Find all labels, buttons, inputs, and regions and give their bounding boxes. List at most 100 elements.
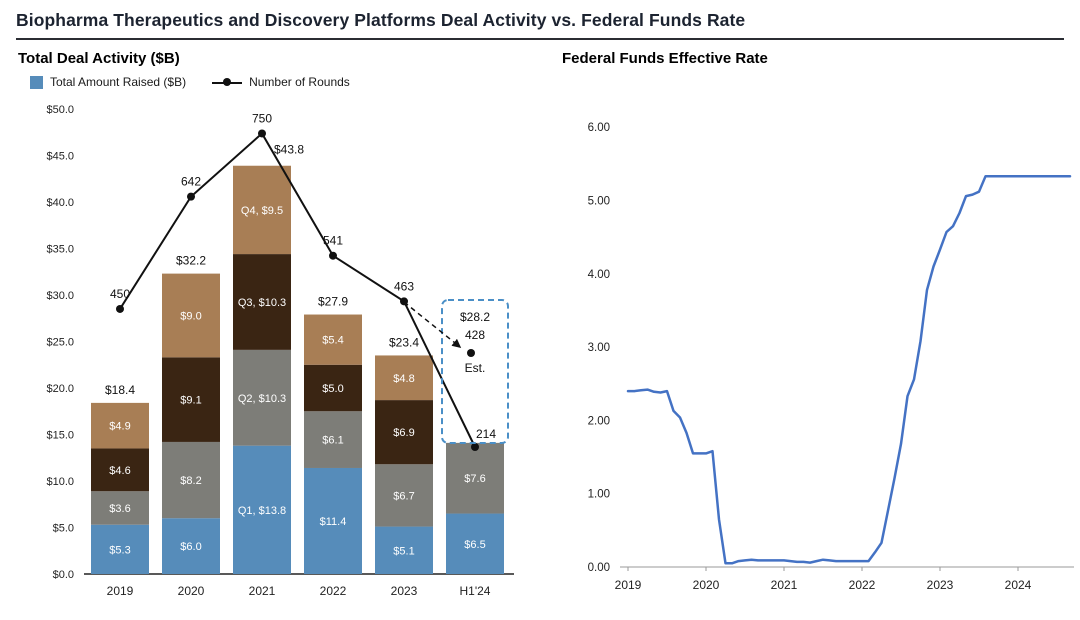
legend-line-marker-icon xyxy=(212,77,243,87)
deal-y-axis-label: $5.0 xyxy=(53,523,74,535)
bar-segment-label: $9.0 xyxy=(180,310,201,322)
deal-x-axis-label: H1'24 xyxy=(460,584,491,598)
bar-segment xyxy=(162,273,220,358)
bar-segment xyxy=(233,349,291,446)
deal-activity-panel: Total Deal Activity ($B) Total Amount Ra… xyxy=(8,44,556,609)
bar-segment xyxy=(304,467,362,574)
legend-bar-label: Total Amount Raised ($B) xyxy=(50,75,187,89)
bar-total-label: $23.4 xyxy=(389,335,419,349)
bar-segment xyxy=(91,448,149,492)
bar-segment xyxy=(446,442,504,514)
fed-y-axis-label: 3.00 xyxy=(588,342,610,354)
fed-y-axis-label: 1.00 xyxy=(588,489,610,501)
deal-x-axis-label: 2019 xyxy=(107,584,134,598)
bar-segment-label: $5.3 xyxy=(109,544,130,556)
legend-item-amount: Total Amount Raised ($B) xyxy=(30,75,186,89)
rounds-point xyxy=(329,251,337,260)
projection-rounds-label: 428 xyxy=(465,328,485,342)
bar-segment-label: $4.9 xyxy=(109,421,130,433)
deal-chart-legend: Total Amount Raised ($B) Number of Round… xyxy=(30,75,556,89)
rounds-value-label: 214 xyxy=(476,427,496,441)
bar-total-label: $18.4 xyxy=(105,383,135,397)
bar-segment-label: Q1, $13.8 xyxy=(238,505,286,517)
bar-segment xyxy=(162,357,220,442)
bar-total-label: $43.8 xyxy=(274,143,304,157)
deal-y-axis-label: $20.0 xyxy=(46,383,74,395)
bar-segment xyxy=(304,411,362,468)
deal-y-axis-label: $50.0 xyxy=(46,104,74,116)
bar-segment xyxy=(375,355,433,401)
rounds-point xyxy=(187,192,195,201)
deal-activity-chart: $0.0 $5.0 $10.0 $15.0 $20.0 $25.0 $30.0 $35.0 $4… xyxy=(46,104,514,598)
bar-segment xyxy=(233,165,291,255)
bar-segment-label: $11.4 xyxy=(320,516,347,528)
legend-line-label: Number of Rounds xyxy=(249,75,350,89)
bar-segment-label: $6.1 xyxy=(322,435,343,447)
fed-chart-title: Federal Funds Effective Rate xyxy=(562,50,768,67)
bar-segment xyxy=(233,254,291,350)
bar-segment xyxy=(91,491,149,525)
rounds-value-label: 642 xyxy=(181,175,201,189)
bar-segment-label: $5.0 xyxy=(322,383,343,395)
fed-x-axis-label: 2024 xyxy=(1005,578,1032,592)
rounds-value-label: 541 xyxy=(323,234,343,248)
fed-y-axis-label: 0.00 xyxy=(588,562,610,574)
fed-x-axis-label: 2019 xyxy=(615,578,642,592)
deal-y-axis-label: $35.0 xyxy=(46,244,74,256)
bar-segment xyxy=(162,441,220,519)
legend-bar-swatch-icon xyxy=(30,75,43,89)
bar-segment-label: $5.4 xyxy=(322,335,343,347)
bar-segment xyxy=(375,400,433,465)
bar-total-label: $27.9 xyxy=(318,295,348,309)
fed-x-axis-label: 2022 xyxy=(849,578,876,592)
deal-y-axis-label: $25.0 xyxy=(46,337,74,349)
projection-point xyxy=(467,349,475,357)
bar-segment-label: $3.6 xyxy=(109,503,130,515)
projection-connector-line xyxy=(403,301,462,348)
deal-x-axis-label: 2022 xyxy=(320,584,347,598)
bar-segment xyxy=(233,445,291,574)
rounds-point xyxy=(258,129,266,138)
deal-y-axis-label: $10.0 xyxy=(46,476,74,488)
deal-x-axis-label: 2021 xyxy=(249,584,276,598)
bar-segment-label: $6.5 xyxy=(464,539,485,551)
fed-y-axis-label: 2.00 xyxy=(588,415,610,427)
fed-y-axis-label: 6.00 xyxy=(588,122,610,134)
fed-funds-line xyxy=(626,175,1072,565)
bar-segment xyxy=(304,364,362,412)
bar-segment-label: $9.1 xyxy=(180,395,201,407)
bar-segment xyxy=(304,314,362,365)
deal-y-axis-label: $15.0 xyxy=(46,430,74,442)
deal-x-axis-label: 2023 xyxy=(391,584,418,598)
charts-row: Total Deal Activity ($B) Total Amount Ra… xyxy=(0,40,1080,609)
bar-segment-label: Q4, $9.5 xyxy=(241,205,283,217)
rounds-value-label: 450 xyxy=(110,287,130,301)
bar-segment xyxy=(162,518,220,574)
fed-y-axis-label: 5.00 xyxy=(588,196,610,208)
bar-segment xyxy=(375,464,433,527)
fed-y-axis-label: 4.00 xyxy=(588,269,610,281)
rounds-value-label: 463 xyxy=(394,279,414,293)
page-title: Biopharma Therapeutics and Discovery Pla… xyxy=(16,10,746,30)
deal-x-axis-label: 2020 xyxy=(178,584,205,598)
projection-amount-label: $28.2 xyxy=(460,310,490,324)
bar-segment-label: $7.6 xyxy=(464,473,485,485)
bar-segment xyxy=(446,513,504,574)
fed-funds-chart: 0.00 1.00 2.00 3.00 4.00 5.00 6.00 2019 2020 2021… xyxy=(588,122,1074,592)
bar-segment-label: $4.6 xyxy=(109,465,130,477)
rounds-line xyxy=(119,131,476,448)
bar-total-label: $32.2 xyxy=(176,254,206,268)
page-header: Biopharma Therapeutics and Discovery Pla… xyxy=(0,0,1080,40)
bar-segment-label: $6.7 xyxy=(393,490,414,502)
deal-y-axis-label: $40.0 xyxy=(46,197,74,209)
deal-y-axis-label: $30.0 xyxy=(46,290,74,302)
deal-y-axis-label: $0.0 xyxy=(53,569,74,581)
bar-segment-label: $8.2 xyxy=(180,475,201,487)
bar-segment-label: $6.0 xyxy=(180,541,201,553)
bar-segment xyxy=(91,402,149,449)
fed-funds-panel: Federal Funds Effective Rate 0.00 1.00 2.0… xyxy=(558,44,1078,609)
rounds-value-label: 750 xyxy=(252,111,272,125)
projection-box xyxy=(441,299,509,444)
fed-x-axis-label: 2021 xyxy=(771,578,798,592)
bar-segment-label: $4.8 xyxy=(393,373,414,385)
